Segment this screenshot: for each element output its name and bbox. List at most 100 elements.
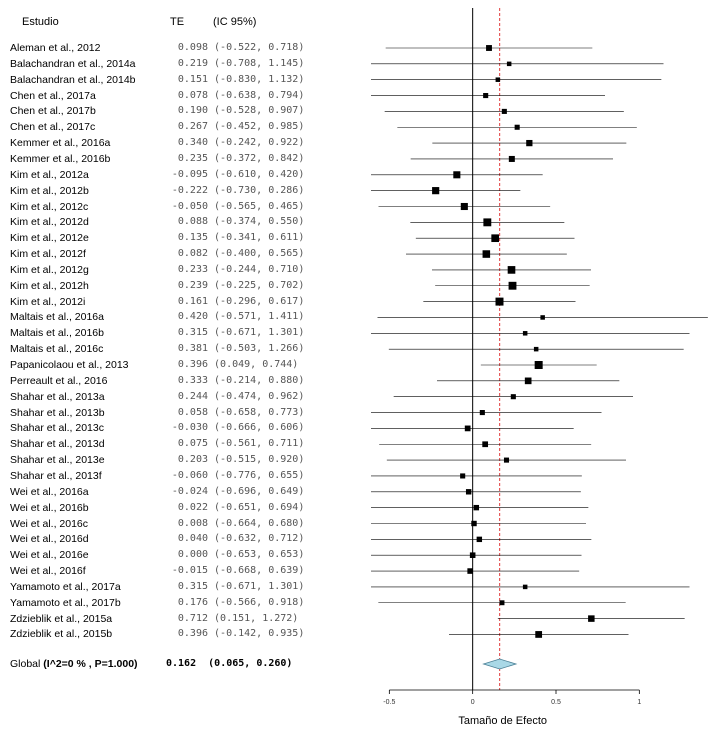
study-ci: (-0.565, 0.465): [214, 201, 305, 212]
study-label: Kim et al., 2012c: [10, 201, 89, 213]
study-ci: (-0.522, 0.718): [214, 42, 305, 53]
study-ci: (-0.400, 0.565): [214, 248, 305, 259]
study-values: -0.024 (-0.696, 0.649): [166, 486, 304, 497]
study-te: 0.000: [177, 549, 208, 560]
effect-square: [507, 266, 516, 274]
summary-ci: (0.065, 0.260): [208, 658, 293, 669]
study-ci: (-0.296, 0.617): [214, 296, 305, 307]
study-ci: (-0.528, 0.907): [214, 105, 305, 116]
study-values: 0.315 (-0.671, 1.301): [166, 581, 304, 592]
study-ci: (-0.561, 0.711): [214, 438, 305, 449]
study-label: Kim et al., 2012b: [10, 185, 89, 197]
study-te: 0.315: [177, 581, 208, 592]
study-label: Kim et al., 2012f: [10, 248, 86, 260]
study-te: 0.082: [177, 248, 208, 259]
study-values: 0.040 (-0.632, 0.712): [166, 533, 304, 544]
study-label: Zdzieblik et al., 2015a: [10, 613, 113, 625]
study-values: 0.088 (-0.374, 0.550): [166, 216, 304, 227]
effect-square: [506, 61, 512, 67]
study-ci: (-0.571, 1.411): [214, 311, 305, 322]
study-values: -0.015 (-0.668, 0.639): [166, 565, 304, 576]
study-label: Wei et al., 2016b: [10, 502, 89, 514]
effect-square: [588, 615, 595, 622]
study-ci: (-0.374, 0.550): [214, 216, 305, 227]
effect-square: [491, 234, 499, 243]
effect-square: [508, 155, 515, 162]
study-values: 0.333 (-0.214, 0.880): [166, 375, 304, 386]
study-values: 0.396 (-0.142, 0.935): [166, 628, 304, 639]
study-ci: (-0.671, 1.301): [214, 581, 305, 592]
study-label: Kim et al., 2012e: [10, 232, 89, 244]
effect-square: [482, 441, 489, 448]
study-te: 0.333: [177, 375, 208, 386]
study-values: 0.082 (-0.400, 0.565): [166, 248, 304, 259]
effect-square: [467, 568, 473, 574]
effect-square: [460, 202, 468, 211]
study-label: Zdzieblik et al., 2015b: [10, 628, 113, 640]
study-label: Kim et al., 2012g: [10, 264, 89, 276]
effect-square: [522, 331, 528, 336]
study-te: 0.190: [177, 105, 208, 116]
study-label: Chen et al., 2017c: [10, 121, 96, 133]
study-te: 0.233: [177, 264, 208, 275]
study-label: Kemmer et al., 2016a: [10, 137, 111, 149]
study-te: 0.244: [177, 391, 208, 402]
study-te: 0.396: [177, 359, 208, 370]
study-ci: (-0.566, 0.918): [214, 597, 305, 608]
study-ci: (-0.515, 0.920): [214, 454, 305, 465]
study-ci: (-0.142, 0.935): [214, 628, 305, 639]
study-te: -0.060: [171, 470, 208, 481]
study-label: Kemmer et al., 2016b: [10, 153, 111, 165]
effect-square: [453, 171, 461, 179]
study-label: Perreault et al., 2016: [10, 375, 108, 387]
study-values: 0.396 (0.049, 0.744): [166, 359, 298, 370]
study-values: 0.008 (-0.664, 0.680): [166, 518, 304, 529]
study-ci: (-0.372, 0.842): [214, 153, 305, 164]
study-te: -0.095: [171, 169, 208, 180]
study-te: -0.024: [171, 486, 208, 497]
study-label: Maltais et al., 2016c: [10, 343, 104, 355]
x-axis-label: Tamaño de Efecto: [458, 715, 547, 727]
study-te: 0.151: [177, 74, 208, 85]
x-tick-label: -0.5: [383, 699, 395, 706]
study-values: 0.058 (-0.658, 0.773): [166, 407, 304, 418]
study-ci: (-0.214, 0.880): [214, 375, 305, 386]
effect-square: [464, 425, 471, 432]
study-values: 0.176 (-0.566, 0.918): [166, 597, 304, 608]
study-te: 0.315: [177, 327, 208, 338]
study-te: 0.135: [177, 232, 208, 243]
study-label: Maltais et al., 2016b: [10, 327, 104, 339]
study-label: Wei et al., 2016c: [10, 518, 89, 530]
study-te: 0.088: [177, 216, 208, 227]
study-ci: (-0.730, 0.286): [214, 185, 305, 196]
study-label: Shahar et al., 2013e: [10, 454, 105, 466]
effect-square: [503, 457, 510, 463]
effect-square: [486, 45, 492, 51]
study-label: Aleman et al., 2012: [10, 42, 101, 54]
effect-square: [483, 218, 492, 227]
effect-square: [482, 250, 491, 258]
ci-column-header: (IC 95%): [213, 16, 257, 28]
study-te: 0.075: [177, 438, 208, 449]
study-te: 0.235: [177, 153, 208, 164]
study-label: Chen et al., 2017a: [10, 90, 96, 102]
study-label: Yamamoto et al., 2017b: [10, 597, 121, 609]
study-values: 0.381 (-0.503, 1.266): [166, 343, 304, 354]
study-values: 0.267 (-0.452, 0.985): [166, 121, 304, 132]
study-values: 0.078 (-0.638, 0.794): [166, 90, 304, 101]
study-te: 0.008: [177, 518, 208, 529]
study-te: 0.078: [177, 90, 208, 101]
study-label: Kim et al., 2012d: [10, 216, 89, 228]
study-label: Wei et al., 2016f: [10, 565, 86, 577]
study-te: 0.340: [177, 137, 208, 148]
x-tick-label: 0: [471, 699, 475, 706]
study-te: 0.022: [177, 502, 208, 513]
study-values: 0.233 (-0.244, 0.710): [166, 264, 304, 275]
study-te: 0.267: [177, 121, 208, 132]
study-ci: (-0.244, 0.710): [214, 264, 305, 275]
study-te: -0.050: [171, 201, 208, 212]
study-label: Kim et al., 2012a: [10, 169, 89, 181]
effect-square: [533, 346, 539, 352]
study-ci: (-0.830, 1.132): [214, 74, 305, 85]
